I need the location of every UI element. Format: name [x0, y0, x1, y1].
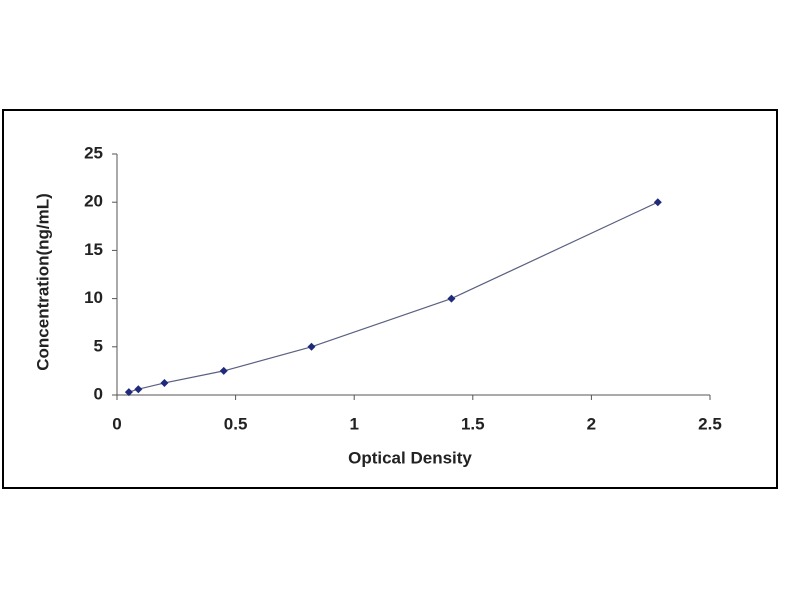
- data-point: [447, 294, 456, 303]
- y-axis-title: Concentration(ng/mL): [33, 193, 52, 371]
- data-point: [124, 388, 133, 397]
- x-tick-label: 0: [112, 414, 121, 433]
- y-tick-label: 5: [94, 336, 103, 355]
- y-tick-label: 10: [84, 288, 103, 307]
- x-tick-label: 2.5: [698, 414, 722, 433]
- data-point: [160, 378, 169, 387]
- data-point: [219, 366, 228, 375]
- data-point: [307, 342, 316, 351]
- y-tick-label: 25: [84, 143, 103, 162]
- x-tick-label: 0.5: [224, 414, 248, 433]
- x-tick-label: 1: [349, 414, 358, 433]
- x-tick-label: 2: [587, 414, 596, 433]
- data-point: [134, 385, 143, 394]
- y-tick-label: 20: [84, 192, 103, 211]
- x-tick-label: 1.5: [461, 414, 485, 433]
- y-tick-label: 0: [94, 384, 103, 403]
- x-axis-title: Optical Density: [348, 448, 472, 467]
- data-point: [653, 198, 662, 207]
- y-tick-label: 15: [84, 240, 103, 259]
- chart-frame: [2, 109, 778, 489]
